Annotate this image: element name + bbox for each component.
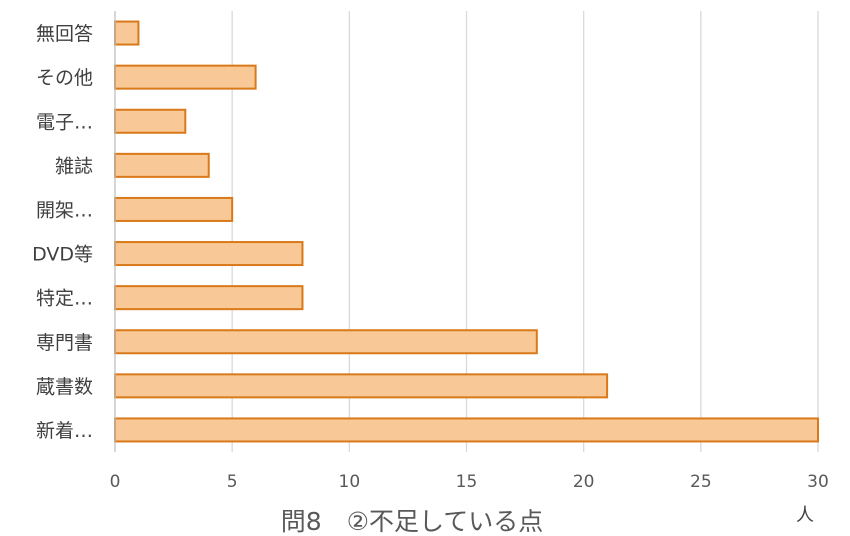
x-tick-label: 15 xyxy=(456,472,478,492)
bar xyxy=(114,152,210,178)
category-label: 新着… xyxy=(36,420,93,442)
x-tick-label: 5 xyxy=(227,472,238,492)
x-tick-label: 10 xyxy=(339,472,361,492)
category-label: 電子… xyxy=(36,111,93,133)
bar xyxy=(114,241,304,267)
x-tick-label: 30 xyxy=(807,472,829,492)
category-label: DVD等 xyxy=(32,244,93,266)
bar xyxy=(114,417,819,443)
x-tick-label: 20 xyxy=(573,472,595,492)
bar xyxy=(114,329,538,355)
category-label: 専門書 xyxy=(36,332,93,354)
bar xyxy=(114,285,304,311)
category-label: 蔵書数 xyxy=(36,376,93,398)
x-tick-label: 25 xyxy=(690,472,712,492)
bar xyxy=(114,196,234,222)
x-tick-label: 0 xyxy=(110,472,121,492)
category-label: 特定… xyxy=(36,288,93,310)
bar xyxy=(114,64,257,90)
category-label: 雑誌 xyxy=(55,155,93,177)
bar xyxy=(114,20,140,46)
category-label: 無回答 xyxy=(36,23,93,45)
category-label: その他 xyxy=(36,67,93,89)
bar xyxy=(114,373,609,399)
x-tick-labels: 0 5 10 15 20 25 30 xyxy=(110,472,829,492)
x-axis-unit-label: 人 xyxy=(796,505,814,526)
bar xyxy=(114,108,187,134)
chart-title: 問8 ②不足している点 xyxy=(281,507,544,536)
category-label: 開架… xyxy=(36,199,93,221)
